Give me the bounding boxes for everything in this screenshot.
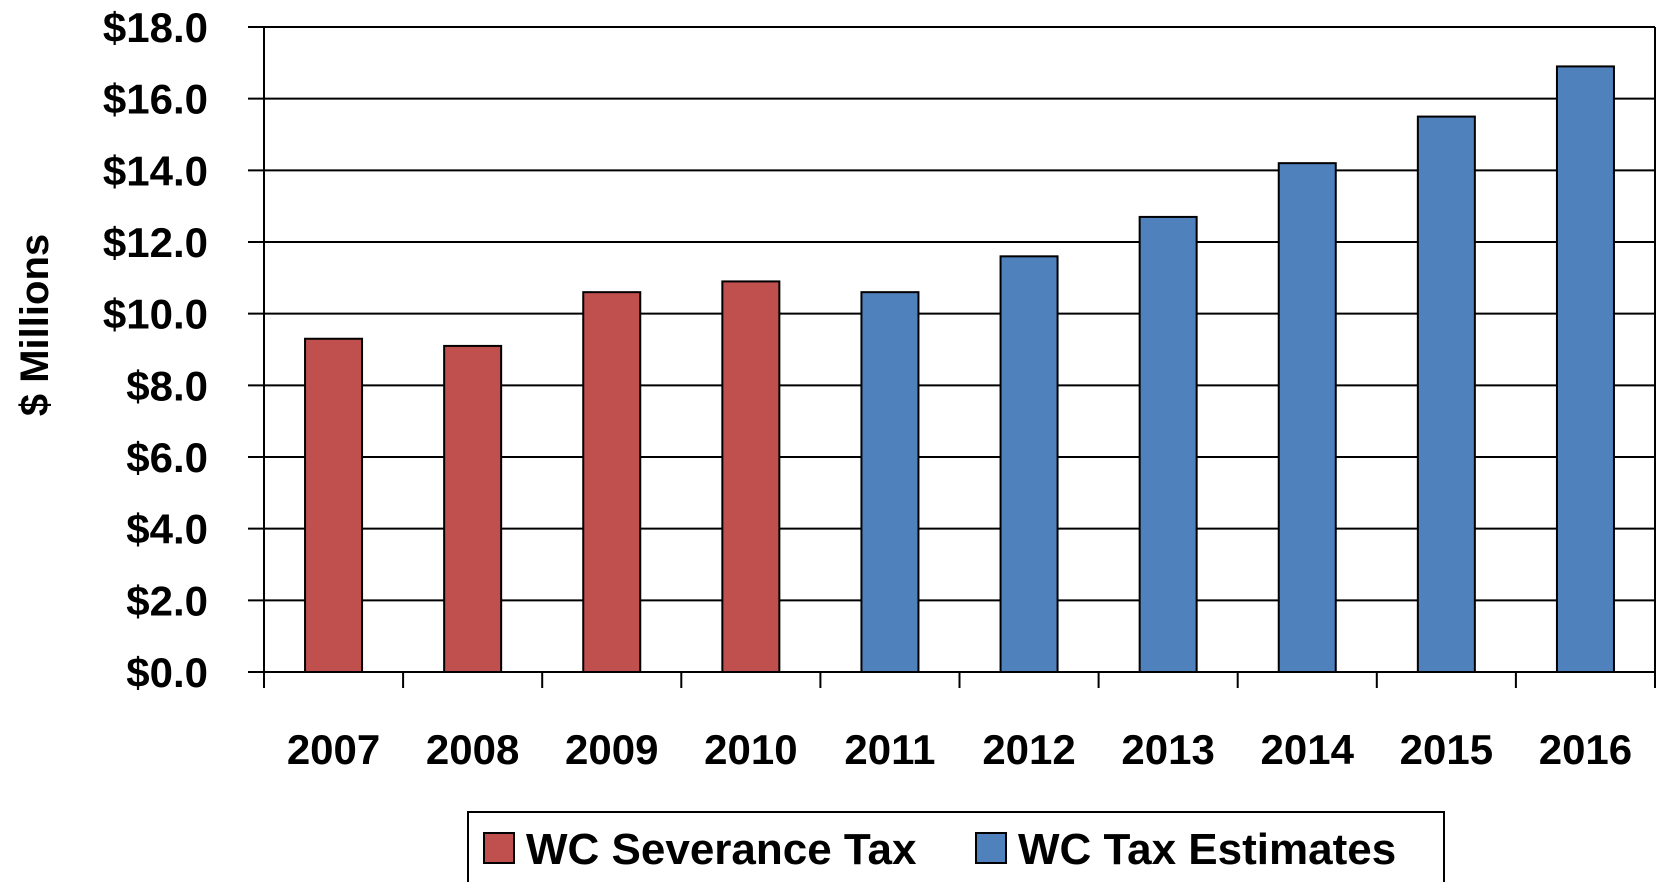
bar-2015: [1416, 115, 1476, 674]
y-tick-label: $4.0: [126, 506, 208, 553]
y-tick-label: $10.0: [103, 291, 208, 338]
bar-2014: [1277, 162, 1337, 674]
legend-box: [467, 811, 1445, 882]
y-tick-labels: $0.0 $2.0 $4.0 $6.0 $8.0 $10.0 $12.0 $14.0 $16.0…: [103, 4, 208, 696]
x-tick-label: 2010: [704, 726, 797, 773]
x-tick-label: 2009: [565, 726, 658, 773]
y-tick-label: $2.0: [126, 577, 208, 624]
legend: WC Severance Tax WC Tax Estimates: [467, 811, 1445, 882]
y-axis-title: $ Millions: [13, 234, 57, 416]
bar-2007: [304, 337, 364, 673]
bar-2012: [999, 255, 1059, 673]
bars: [304, 65, 1615, 674]
x-tick-label: 2013: [1121, 726, 1214, 773]
bar-2011: [860, 291, 920, 673]
bar-2008: [443, 344, 503, 673]
x-tick-label: 2011: [844, 726, 935, 773]
y-tick-label: $18.0: [103, 4, 208, 51]
axes: [263, 27, 1656, 688]
x-tick-label: 2007: [287, 726, 380, 773]
x-tick-label: 2016: [1539, 726, 1632, 773]
legend-label-estimates: WC Tax Estimates: [1018, 825, 1396, 874]
bar-2009: [582, 291, 642, 673]
legend-swatch-severance: [483, 832, 515, 864]
bar-2013: [1138, 215, 1198, 674]
x-tick-label: 2008: [426, 726, 519, 773]
y-tick-label: $8.0: [126, 362, 208, 409]
x-tick-labels: 2007 2008 2009 2010 2011 2012 2013 2014 2015 2016: [287, 726, 1632, 773]
x-tick-label: 2014: [1261, 726, 1355, 773]
legend-swatch-estimates: [975, 832, 1007, 864]
y-tick-label: $16.0: [103, 76, 208, 123]
y-tick-label: $6.0: [126, 434, 208, 481]
bar-2016: [1555, 65, 1615, 673]
x-tick-label: 2015: [1400, 726, 1493, 773]
y-tick-label: $12.0: [103, 219, 208, 266]
y-tick-label: $0.0: [126, 649, 208, 696]
x-tick-label: 2012: [982, 726, 1075, 773]
y-tick-label: $14.0: [103, 147, 208, 194]
bar-2010: [721, 280, 781, 673]
legend-label-severance: WC Severance Tax: [526, 825, 917, 874]
